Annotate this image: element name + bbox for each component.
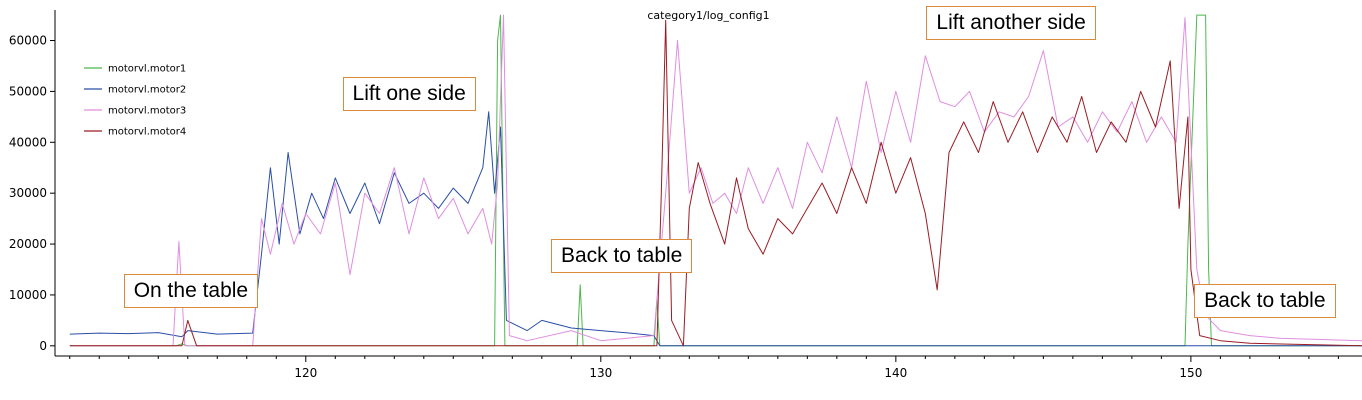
- y-tick-label: 60000: [9, 34, 47, 48]
- y-tick-label: 0: [39, 339, 47, 353]
- legend-entry: motorvl.motor3: [108, 106, 186, 117]
- x-tick-label: 140: [884, 366, 907, 380]
- x-tick-label: 150: [1179, 366, 1202, 380]
- annotation-label: Back to table: [1194, 284, 1336, 319]
- x-tick-label: 130: [589, 366, 612, 380]
- series-line-motorvl-motor1: [69, 14, 1362, 347]
- series-lines: [69, 14, 1362, 347]
- legend-entry: motorvl.motor2: [108, 85, 186, 96]
- legend-entry: motorvl.motor1: [108, 64, 186, 75]
- chart-title: category1/log_config1: [647, 9, 769, 22]
- x-tick-label: 120: [294, 366, 317, 380]
- y-tick-label: 50000: [9, 84, 47, 98]
- y-tick-label: 30000: [9, 186, 47, 200]
- annotation-label: On the table: [123, 273, 259, 308]
- y-tick-label: 10000: [9, 288, 47, 302]
- annotation-label: Lift one side: [342, 76, 476, 111]
- y-tick-label: 40000: [9, 135, 47, 149]
- annotation-label: Lift another side: [926, 5, 1096, 40]
- legend-entry: motorvl.motor4: [108, 127, 186, 138]
- y-tick-label: 20000: [9, 237, 47, 251]
- legend: motorvl.motor1 motorvl.motor2 motorvl.moto…: [84, 64, 186, 138]
- series-line-motorvl-motor3: [69, 14, 1362, 347]
- annotation-label: Back to table: [550, 238, 693, 273]
- axes: 120 130 140 150 0 10000 20000 30000 40000 50000 60…: [9, 10, 1362, 380]
- series-line-motorvl-motor2: [69, 111, 1362, 347]
- series-line-motorvl-motor4: [69, 19, 1362, 347]
